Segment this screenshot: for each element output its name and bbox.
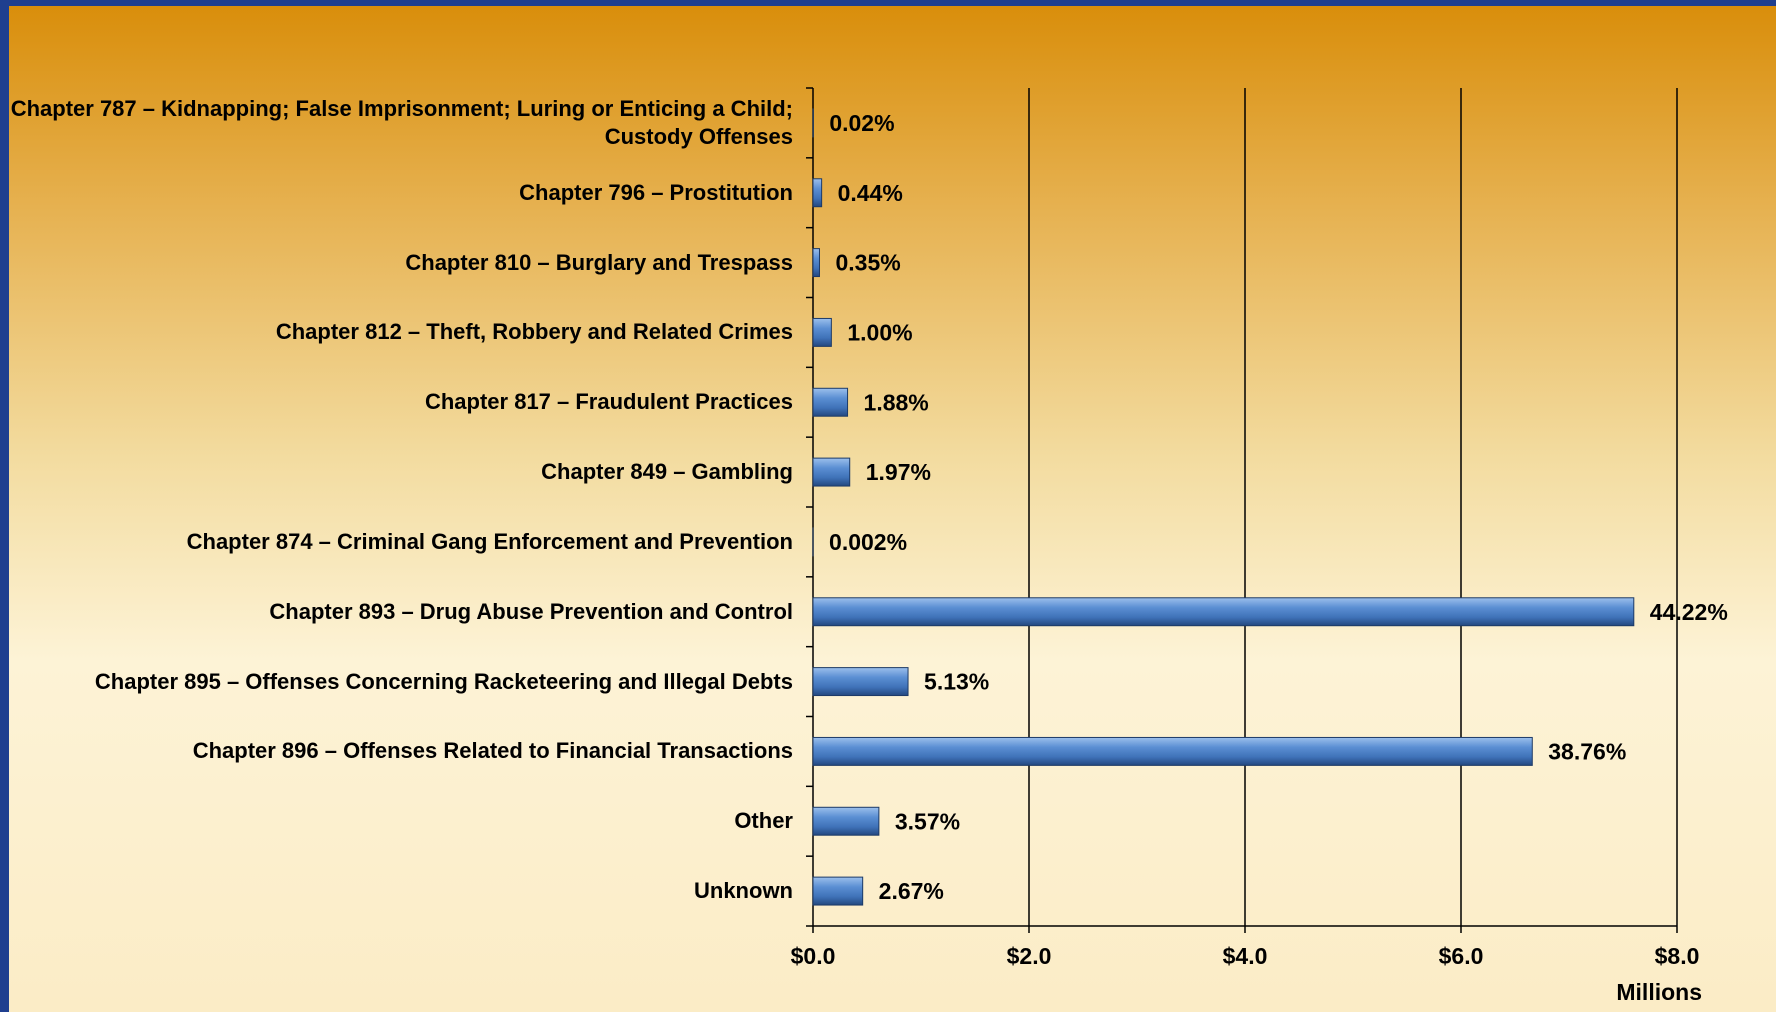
data-label: 3.57% — [895, 808, 960, 834]
category-label: Chapter 817 – Fraudulent Practices — [424, 389, 793, 415]
x-tick-label: $6.0 — [1439, 943, 1484, 969]
category-label: Chapter 896 – Offenses Related to Financ… — [192, 738, 793, 764]
category-label: Other — [734, 808, 793, 834]
data-label: 38.76% — [1548, 738, 1626, 764]
bar — [812, 248, 820, 278]
bar — [812, 736, 1533, 766]
category-label: Chapter 812 – Theft, Robbery and Related… — [275, 319, 793, 345]
bar — [812, 876, 864, 906]
data-label: 5.13% — [924, 669, 989, 695]
x-axis-label: Millions — [1616, 979, 1702, 1005]
bar — [812, 178, 823, 208]
category-label: Chapter 787 – Kidnapping; False Imprison… — [10, 95, 793, 149]
bar — [812, 457, 851, 487]
data-label: 0.44% — [838, 180, 903, 206]
data-label: 0.002% — [829, 529, 907, 555]
bar — [812, 597, 1635, 627]
data-label: 2.67% — [879, 878, 944, 904]
data-label: 0.02% — [829, 110, 894, 136]
category-label: Chapter 893 – Drug Abuse Prevention and … — [269, 598, 793, 624]
x-tick-label: $0.0 — [791, 943, 836, 969]
bar — [812, 667, 909, 697]
data-label: 1.97% — [866, 459, 931, 485]
category-label: Chapter 849 – Gambling — [541, 459, 793, 485]
background — [9, 6, 1776, 1012]
data-label: 1.00% — [847, 319, 912, 345]
category-label: Chapter 810 – Burglary and Trespass — [405, 249, 793, 275]
data-label: 44.22% — [1650, 599, 1728, 625]
category-label: Unknown — [694, 878, 793, 904]
x-tick-label: $2.0 — [1007, 943, 1052, 969]
x-tick-label: $8.0 — [1655, 943, 1700, 969]
category-label: Chapter 895 – Offenses Concerning Racket… — [94, 668, 793, 694]
data-label: 0.35% — [835, 250, 900, 276]
x-tick-label: $4.0 — [1223, 943, 1268, 969]
bar — [812, 317, 832, 347]
data-label: 1.88% — [864, 389, 929, 415]
category-label: Chapter 796 – Prostitution — [519, 179, 793, 205]
bar — [812, 387, 849, 417]
bar — [812, 806, 880, 836]
category-label: Chapter 874 – Criminal Gang Enforcement … — [186, 528, 793, 554]
